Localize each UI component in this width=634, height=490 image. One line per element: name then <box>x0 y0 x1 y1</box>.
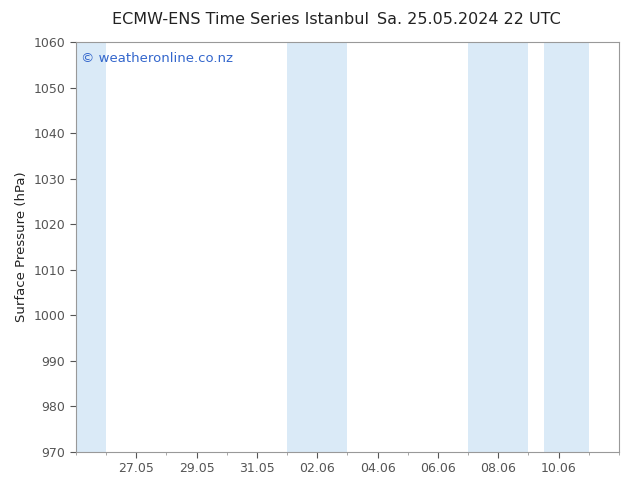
Text: ECMW-ENS Time Series Istanbul: ECMW-ENS Time Series Istanbul <box>112 12 370 27</box>
Y-axis label: Surface Pressure (hPa): Surface Pressure (hPa) <box>15 172 28 322</box>
Text: © weatheronline.co.nz: © weatheronline.co.nz <box>81 52 233 65</box>
Text: Sa. 25.05.2024 22 UTC: Sa. 25.05.2024 22 UTC <box>377 12 561 27</box>
Bar <box>76 42 106 452</box>
Bar <box>543 42 589 452</box>
Bar <box>287 42 347 452</box>
Bar <box>468 42 529 452</box>
